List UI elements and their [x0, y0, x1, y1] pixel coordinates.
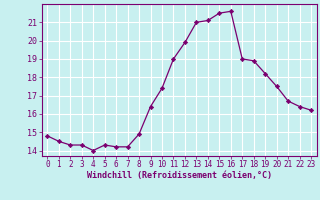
X-axis label: Windchill (Refroidissement éolien,°C): Windchill (Refroidissement éolien,°C) — [87, 171, 272, 180]
